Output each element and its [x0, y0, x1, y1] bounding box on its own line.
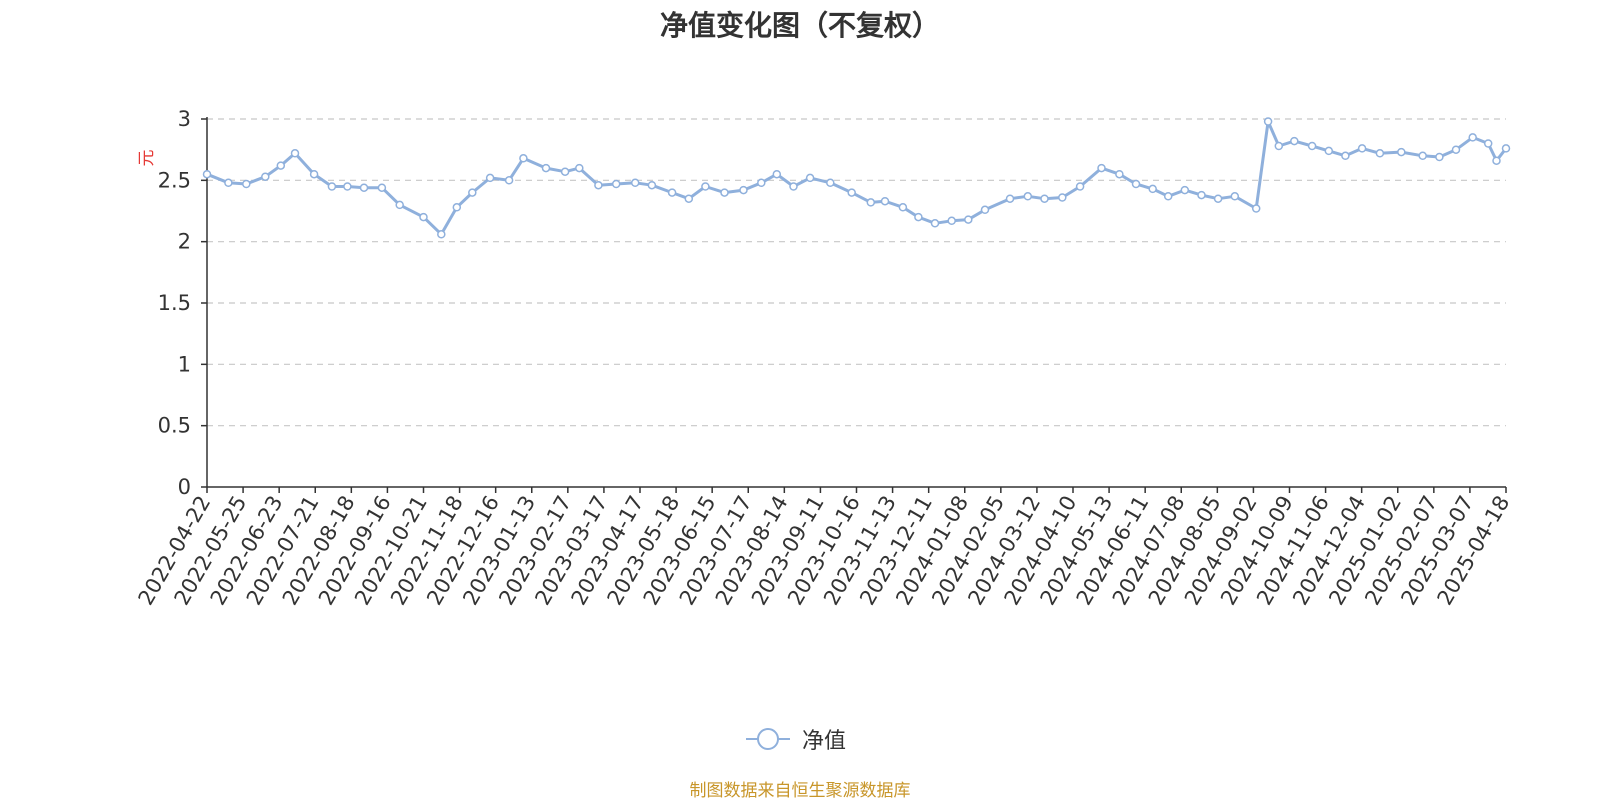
data-point[interactable]	[485, 173, 495, 183]
data-point[interactable]	[1324, 146, 1334, 156]
data-point[interactable]	[611, 179, 621, 189]
data-point[interactable]	[1435, 152, 1444, 162]
data-point[interactable]	[772, 169, 782, 179]
data-point[interactable]	[1492, 156, 1501, 165]
data-point[interactable]	[1131, 179, 1141, 189]
data-point[interactable]	[309, 169, 319, 179]
data-point[interactable]	[560, 167, 570, 176]
data-point[interactable]	[1290, 136, 1299, 146]
data-point[interactable]	[437, 230, 446, 239]
data-point[interactable]	[647, 180, 657, 190]
data-point[interactable]	[290, 149, 300, 158]
series-layer	[202, 117, 1511, 239]
data-point[interactable]	[359, 183, 369, 192]
data-source-note: 制图数据来自恒生聚源数据库	[689, 781, 911, 801]
data-point[interactable]	[1418, 151, 1427, 161]
x-tick-labels: 2022-04-222022-05-252022-06-232022-07-21…	[134, 491, 1515, 609]
data-point[interactable]	[684, 194, 694, 203]
data-point[interactable]	[1451, 145, 1461, 154]
data-point[interactable]	[541, 163, 551, 173]
data-point[interactable]	[575, 163, 584, 173]
chart-title: 净值变化图（不复权）	[659, 9, 940, 42]
data-point[interactable]	[720, 188, 729, 197]
data-point[interactable]	[1375, 149, 1385, 158]
data-point[interactable]	[1040, 194, 1049, 203]
data-point[interactable]	[594, 180, 603, 190]
legend-label: 净值	[802, 729, 847, 754]
data-point[interactable]	[202, 169, 212, 179]
data-point[interactable]	[1180, 185, 1190, 195]
data-point[interactable]	[1005, 194, 1015, 203]
data-point[interactable]	[1251, 204, 1261, 213]
data-point[interactable]	[519, 154, 528, 163]
data-point[interactable]	[914, 212, 923, 222]
data-point[interactable]	[224, 178, 233, 188]
data-point[interactable]	[1274, 141, 1284, 151]
data-point[interactable]	[1213, 194, 1223, 203]
data-point[interactable]	[377, 183, 387, 192]
data-point[interactable]	[930, 219, 940, 228]
grid-lines	[207, 118, 1506, 427]
y-tick-label: 3	[178, 107, 191, 131]
data-point[interactable]	[1468, 133, 1477, 142]
data-point[interactable]	[242, 179, 251, 189]
data-point[interactable]	[1263, 117, 1273, 126]
data-point[interactable]	[866, 198, 876, 207]
data-point[interactable]	[504, 176, 514, 185]
y-axis-unit-label: 元	[137, 150, 157, 167]
data-point[interactable]	[898, 203, 908, 212]
data-point[interactable]	[980, 205, 990, 215]
data-point[interactable]	[701, 182, 710, 191]
data-point[interactable]	[964, 215, 973, 224]
data-point[interactable]	[276, 161, 286, 170]
y-tick-label: 0	[178, 475, 191, 499]
data-point[interactable]	[1341, 151, 1350, 161]
data-point[interactable]	[789, 182, 798, 191]
data-point[interactable]	[452, 203, 462, 212]
series-line	[205, 120, 1508, 236]
data-point[interactable]	[757, 178, 766, 188]
data-point[interactable]	[667, 188, 677, 197]
data-point[interactable]	[880, 196, 890, 206]
data-point[interactable]	[1197, 190, 1206, 200]
data-point[interactable]	[1307, 141, 1317, 151]
y-tick-labels: 0 0.5 1 1.5 2 2.5 3	[158, 107, 191, 499]
y-tick-label: 2	[178, 230, 191, 254]
data-point[interactable]	[1115, 169, 1124, 179]
data-point[interactable]	[947, 216, 956, 226]
legend[interactable]: 净值	[744, 722, 846, 756]
y-tick-label: 1.5	[158, 291, 191, 315]
data-point[interactable]	[826, 178, 835, 188]
data-point[interactable]	[739, 185, 748, 195]
data-point[interactable]	[1501, 144, 1511, 153]
data-point[interactable]	[1230, 192, 1240, 201]
data-point[interactable]	[630, 178, 640, 188]
data-point[interactable]	[1075, 182, 1085, 191]
data-point[interactable]	[1357, 144, 1367, 153]
data-point[interactable]	[847, 188, 856, 197]
data-point[interactable]	[1023, 192, 1033, 201]
legend-line-marker-icon	[746, 728, 790, 750]
data-point[interactable]	[1148, 184, 1157, 194]
data-point[interactable]	[261, 172, 270, 181]
data-point[interactable]	[468, 188, 477, 197]
data-point[interactable]	[395, 200, 404, 210]
y-tick-label: 2.5	[158, 168, 191, 192]
y-tick-label: 1	[178, 352, 191, 376]
data-point[interactable]	[1058, 193, 1067, 202]
data-point[interactable]	[419, 212, 428, 222]
data-point[interactable]	[1483, 139, 1493, 148]
y-tick-label: 0.5	[158, 414, 191, 438]
data-point[interactable]	[1397, 147, 1406, 157]
data-point[interactable]	[343, 182, 352, 191]
data-point[interactable]	[327, 182, 337, 191]
data-point[interactable]	[1163, 192, 1173, 201]
data-point[interactable]	[805, 173, 815, 183]
data-point[interactable]	[1097, 163, 1106, 173]
axes	[201, 117, 1507, 493]
